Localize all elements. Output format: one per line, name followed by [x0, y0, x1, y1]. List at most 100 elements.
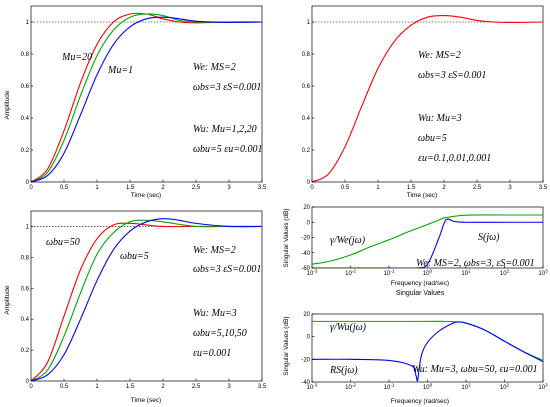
- x-axis-label: Frequency (rad/sec): [391, 280, 449, 287]
- annotation-we-line2: ωbs=3 εS=0.001: [193, 264, 261, 275]
- y-tick-label: 0: [26, 180, 30, 186]
- series-line: [31, 218, 262, 381]
- y-tick-label: 0.6: [21, 84, 30, 90]
- annotation-wu-line1: Wu: Mu=3: [193, 308, 237, 319]
- y-axis-label: Singular Values (dB): [283, 316, 290, 375]
- x-tick-label: 0.5: [60, 384, 69, 390]
- y-axis-label: Amplitude: [4, 90, 11, 119]
- y-tick-label: 0.6: [302, 84, 311, 90]
- annotation-we-line2: ωbs=3 εS=0.001: [193, 82, 261, 93]
- annotation-mu20: Mu=20: [61, 52, 92, 63]
- y-tick-label: 0.8: [302, 52, 311, 58]
- y-tick-label: -40: [301, 380, 310, 386]
- annotation-wbu5: ωbu=5: [120, 251, 149, 262]
- x-axis-label: Frequency (rad/sec): [391, 398, 449, 405]
- x-tick-label: 10-1: [384, 269, 395, 278]
- x-tick-label: 2.5: [473, 185, 482, 191]
- annotation-wbu50: ωbu=50: [46, 237, 80, 248]
- x-tick-label: 103: [538, 383, 548, 392]
- x-tick-label: 1: [95, 384, 99, 390]
- plot-frame: [311, 206, 544, 269]
- x-tick-label: 3.5: [258, 384, 267, 390]
- annotation-we-line1: We: MS=2: [193, 62, 236, 73]
- x-tick-label: 0.5: [341, 185, 350, 191]
- y-tick-label: -20: [301, 236, 310, 242]
- x-tick-label: 10-3: [307, 383, 318, 392]
- x-tick-label: 1: [95, 185, 99, 191]
- y-tick-label: 0.8: [21, 52, 30, 58]
- annotation-mu1: Mu=1: [107, 65, 133, 76]
- x-tick-label: 1.5: [126, 384, 135, 390]
- plot-frame: [311, 5, 544, 183]
- series-line: [312, 218, 543, 268]
- y-tick-label: 0.8: [21, 255, 30, 261]
- annotation-we-line1: We: MS=2: [193, 245, 236, 256]
- chart-title: Singular Values: [396, 290, 445, 297]
- x-tick-label: 101: [461, 269, 471, 278]
- series-line: [31, 12, 262, 182]
- annotation-gamma-wu: γ/Wu(jω): [330, 322, 367, 333]
- x-tick-label: 10-3: [307, 269, 318, 278]
- y-tick-label: 0.4: [21, 116, 30, 122]
- annotation-wu-line1: Wu: Mu=3: [418, 113, 462, 124]
- annotation-wu-line2: ωbu=5: [418, 133, 447, 144]
- y-tick-label: -60: [301, 266, 310, 272]
- y-tick-label: 0.4: [302, 116, 311, 122]
- y-tick-label: 1: [307, 20, 311, 26]
- x-axis-label: Time (sec): [131, 397, 161, 404]
- step-response-panel-mu: 0 0.5 1 1.5 2 2.5 3 3.5 0 0.2 0.4 0.6 0.8 1 Amplitude…: [4, 5, 267, 199]
- x-tick-label: 0: [29, 185, 33, 191]
- annotation-wu-line1: Wu: Mu=1,2,20: [193, 124, 257, 135]
- y-axis-label: Singular Values (dB): [283, 208, 290, 267]
- series-line: [31, 219, 262, 381]
- x-tick-label: 0: [29, 384, 33, 390]
- y-tick-label: -40: [301, 251, 310, 257]
- annotation-wu-line2: ωbu=5 εu=0.001: [193, 144, 263, 155]
- x-tick-label: 3: [227, 185, 231, 191]
- x-tick-label: 102: [500, 269, 510, 278]
- annotation-gamma-we: γ/We(jω): [330, 235, 366, 246]
- plot-frame: [30, 5, 263, 183]
- step-response-panel-omega: 0 0.5 1 1.5 2 2.5 3 3.5 0 0.2 0.4 0.6 0.8 1 Amplitude…: [4, 210, 267, 404]
- x-tick-label: 2: [161, 384, 165, 390]
- x-tick-label: 2: [161, 185, 165, 191]
- x-tick-label: 2.5: [192, 185, 201, 191]
- series-line: [312, 321, 543, 382]
- y-axis-label: Amplitude: [4, 285, 11, 314]
- y-tick-label: 0: [307, 220, 311, 226]
- x-tick-label: 101: [461, 383, 471, 392]
- x-tick-label: 0.5: [60, 185, 69, 191]
- series-line: [31, 16, 262, 182]
- x-tick-label: 10-2: [345, 269, 356, 278]
- y-tick-label: -20: [301, 357, 310, 363]
- x-tick-label: 2.5: [192, 384, 201, 390]
- plot-frame: [30, 210, 263, 382]
- annotation-wu-line3: εu=0.001: [193, 348, 231, 359]
- x-tick-label: 3: [227, 384, 231, 390]
- x-tick-label: 1.5: [126, 185, 135, 191]
- x-tick-label: 3: [508, 185, 512, 191]
- x-axis-label: Time (sec): [407, 192, 437, 199]
- annotation-s: S(jω): [478, 232, 500, 243]
- x-tick-label: 10-2: [345, 383, 356, 392]
- x-tick-label: 10-1: [384, 383, 395, 392]
- annotation-we: We: MS=2, ωbs=3, εS=0.001: [416, 258, 535, 269]
- y-tick-label: 0.2: [302, 148, 311, 154]
- x-tick-label: 102: [500, 383, 510, 392]
- y-tick-label: 1: [26, 20, 30, 26]
- x-tick-label: 103: [538, 269, 548, 278]
- x-tick-label: 3.5: [539, 185, 548, 191]
- y-tick-label: 0.2: [21, 148, 30, 154]
- y-tick-label: 20: [303, 205, 310, 211]
- y-tick-label: 0: [26, 379, 30, 385]
- x-axis-label: Time (sec): [131, 192, 161, 199]
- x-tick-label: 1: [376, 185, 380, 191]
- singular-values-panel-sensitivity: 10-3 10-2 10-1 100 101 102 103 20 0 -20 -40 -60 Sin…: [283, 205, 548, 287]
- step-response-panel-epsilon: 0 0.5 1 1.5 2 2.5 3 3.5 0 0.2 0.4 0.6 0.8 1 Time (sec…: [302, 5, 548, 199]
- y-tick-label: 20: [303, 312, 310, 318]
- singular-values-panel-control: Singular Values 10-3 10-2 10-1 100 101 102 103…: [283, 290, 548, 405]
- x-tick-label: 100: [423, 383, 433, 392]
- y-tick-label: 0: [307, 335, 311, 341]
- y-tick-label: 0.4: [21, 317, 30, 323]
